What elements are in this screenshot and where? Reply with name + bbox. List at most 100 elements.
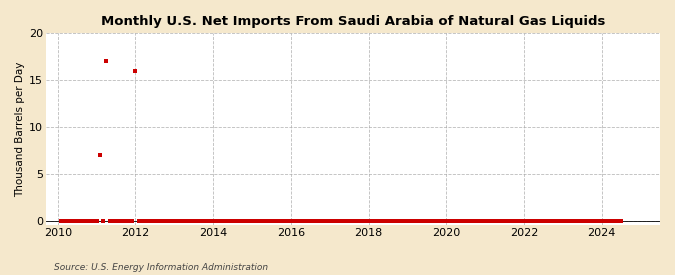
Point xyxy=(65,218,76,223)
Point xyxy=(367,218,377,223)
Point xyxy=(104,218,115,223)
Point xyxy=(596,218,607,223)
Point xyxy=(124,218,134,223)
Point xyxy=(298,218,309,223)
Point xyxy=(344,218,354,223)
Point xyxy=(276,218,287,223)
Point xyxy=(143,218,154,223)
Point xyxy=(356,218,367,223)
Point xyxy=(75,218,86,223)
Point xyxy=(431,218,442,223)
Point xyxy=(529,218,539,223)
Point xyxy=(234,218,244,223)
Point xyxy=(172,218,183,223)
Point xyxy=(114,218,125,223)
Point xyxy=(195,218,206,223)
Point xyxy=(437,218,448,223)
Point xyxy=(551,218,562,223)
Point xyxy=(547,218,558,223)
Point xyxy=(564,218,574,223)
Point xyxy=(130,68,141,73)
Point xyxy=(386,218,397,223)
Point xyxy=(286,218,296,223)
Point xyxy=(373,218,383,223)
Point xyxy=(402,218,413,223)
Point xyxy=(389,218,400,223)
Point xyxy=(282,218,293,223)
Point xyxy=(399,218,410,223)
Point xyxy=(545,218,556,223)
Point xyxy=(273,218,284,223)
Point xyxy=(256,218,267,223)
Point xyxy=(425,218,435,223)
Point xyxy=(574,218,585,223)
Title: Monthly U.S. Net Imports From Saudi Arabia of Natural Gas Liquids: Monthly U.S. Net Imports From Saudi Arab… xyxy=(101,15,605,28)
Point xyxy=(136,218,147,223)
Point xyxy=(412,218,423,223)
Point xyxy=(91,218,102,223)
Point xyxy=(289,218,300,223)
Point xyxy=(496,218,507,223)
Point xyxy=(392,218,403,223)
Point xyxy=(101,59,111,64)
Point xyxy=(554,218,565,223)
Point xyxy=(435,218,446,223)
Point xyxy=(460,218,471,223)
Point xyxy=(561,218,572,223)
Point xyxy=(95,153,105,157)
Point xyxy=(473,218,484,223)
Point xyxy=(454,218,464,223)
Point xyxy=(383,218,394,223)
Point xyxy=(483,218,494,223)
Point xyxy=(441,218,452,223)
Point xyxy=(444,218,455,223)
Point xyxy=(583,218,594,223)
Point xyxy=(580,218,591,223)
Point xyxy=(486,218,497,223)
Point xyxy=(260,218,271,223)
Point xyxy=(603,218,614,223)
Point xyxy=(269,218,280,223)
Point xyxy=(185,218,196,223)
Point xyxy=(457,218,468,223)
Point xyxy=(612,218,623,223)
Point xyxy=(506,218,516,223)
Point xyxy=(198,218,209,223)
Point xyxy=(331,218,342,223)
Point xyxy=(590,218,601,223)
Point xyxy=(84,218,95,223)
Point xyxy=(616,218,626,223)
Point xyxy=(408,218,419,223)
Point xyxy=(502,218,513,223)
Point xyxy=(237,218,248,223)
Point xyxy=(338,218,348,223)
Point xyxy=(531,218,542,223)
Point xyxy=(208,218,219,223)
Point xyxy=(421,218,432,223)
Point xyxy=(396,218,406,223)
Point xyxy=(169,218,180,223)
Point xyxy=(379,218,390,223)
Point xyxy=(340,218,351,223)
Point xyxy=(518,218,529,223)
Point xyxy=(179,218,190,223)
Point xyxy=(246,218,257,223)
Point xyxy=(415,218,426,223)
Y-axis label: Thousand Barrels per Day: Thousand Barrels per Day xyxy=(15,62,25,197)
Point xyxy=(522,218,533,223)
Point xyxy=(509,218,520,223)
Point xyxy=(321,218,332,223)
Point xyxy=(82,218,92,223)
Point xyxy=(163,218,173,223)
Point xyxy=(570,218,581,223)
Point xyxy=(327,218,338,223)
Point xyxy=(159,218,170,223)
Point xyxy=(360,218,371,223)
Point xyxy=(405,218,416,223)
Point xyxy=(176,218,186,223)
Point xyxy=(146,218,157,223)
Point xyxy=(120,218,131,223)
Point xyxy=(610,218,620,223)
Point xyxy=(464,218,475,223)
Point xyxy=(266,218,277,223)
